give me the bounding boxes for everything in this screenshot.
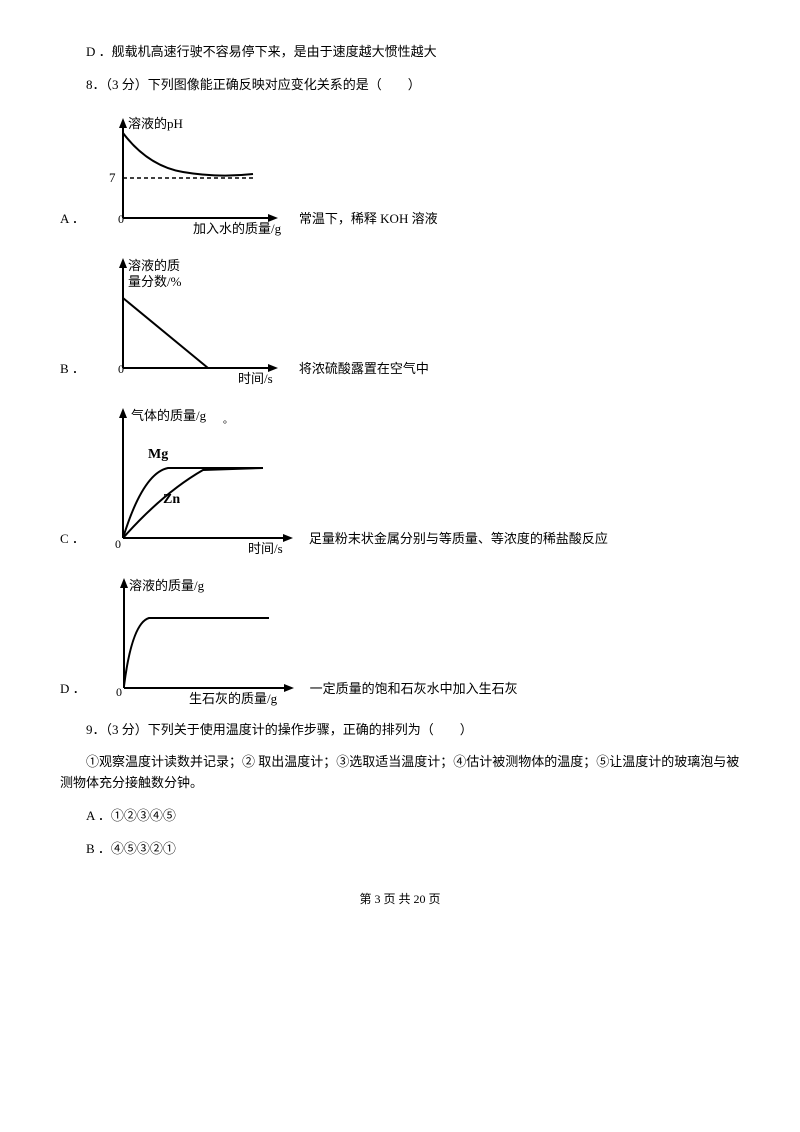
ref-label: 7 (109, 170, 116, 185)
chart-a: 溶液的pH 加入水的质量/g 0 7 (93, 108, 293, 238)
q9-option-b: B ．④⑤③②① (60, 839, 740, 860)
option-label: D ． (60, 679, 86, 708)
q8-option-d: D ． 溶液的质量/g 生石灰的质量/g 0 一定质量的饱和石灰水中加入生石灰 (60, 568, 740, 708)
dot-mark: 。 (223, 415, 233, 426)
q8-stem: 8．（3 分）下列图像能正确反映对应变化关系的是（ ） (60, 75, 740, 96)
y-axis-label-1: 溶液的质 (128, 258, 180, 273)
page-footer: 第 3 页 共 20 页 (60, 890, 740, 909)
x-axis-label: 时间/s (238, 371, 273, 386)
q7-option-d: D ．舰载机高速行驶不容易停下来，是由于速度越大惯性越大 (60, 42, 740, 63)
y-axis-label: 气体的质量/g (131, 408, 207, 423)
page-content: D ．舰载机高速行驶不容易停下来，是由于速度越大惯性越大 8．（3 分）下列图像… (0, 0, 800, 929)
x-axis-label: 生石灰的质量/g (189, 691, 278, 706)
series-mg-label: Mg (148, 447, 168, 462)
y-axis-label-2: 量分数/% (128, 274, 182, 289)
origin-label: 0 (115, 537, 121, 551)
option-label: B ． (60, 359, 85, 388)
q9-option-a: A ．①②③④⑤ (60, 806, 740, 827)
x-axis-label: 加入水的质量/g (193, 221, 282, 236)
option-text: 常温下，稀释 KOH 溶液 (299, 209, 438, 238)
q8-option-b: B ． 溶液的质 量分数/% 时间/s 0 将浓硫酸露置在空气中 (60, 248, 740, 388)
q8-option-a: A ． 溶液的pH 加入水的质量/g 0 7 常温下，稀释 KOH 溶液 (60, 108, 740, 238)
y-axis-label: 溶液的质量/g (129, 578, 205, 593)
q9-stem: 9．（3 分）下列关于使用温度计的操作步骤，正确的排列为（ ） (60, 720, 740, 741)
option-text: 一定质量的饱和石灰水中加入生石灰 (310, 679, 518, 708)
option-label: A ． (60, 209, 85, 238)
chart-d: 溶液的质量/g 生石灰的质量/g 0 (94, 568, 304, 708)
origin-label: 0 (116, 685, 122, 699)
series-zn-label: Zn (163, 492, 180, 507)
y-axis-label: 溶液的pH (128, 116, 183, 131)
q8-option-c: C ． 气体的质量/g 。 时间/s 0 Mg Zn 足量粉末状金属分别与等质量… (60, 398, 740, 558)
chart-b: 溶液的质 量分数/% 时间/s 0 (93, 248, 293, 388)
option-text: 将浓硫酸露置在空气中 (299, 359, 429, 388)
chart-c: 气体的质量/g 。 时间/s 0 Mg Zn (93, 398, 303, 558)
option-label: C ． (60, 529, 85, 558)
x-axis-label: 时间/s (248, 541, 283, 556)
q9-detail: ①观察温度计读数并记录；② 取出温度计；③选取适当温度计；④估计被测物体的温度；… (60, 752, 740, 794)
origin-label: 0 (118, 362, 124, 376)
option-text: 足量粉末状金属分别与等质量、等浓度的稀盐酸反应 (309, 529, 608, 558)
origin-label: 0 (118, 212, 124, 226)
